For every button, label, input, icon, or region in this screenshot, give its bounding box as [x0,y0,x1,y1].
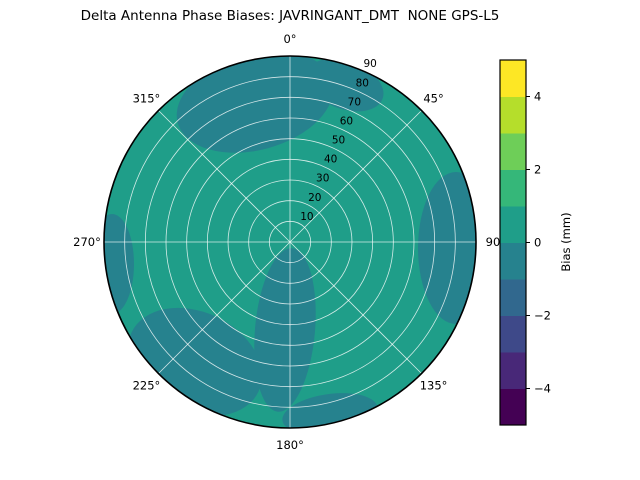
angular-tick-label: 270° [73,235,101,249]
grid-spoke [158,241,291,374]
radial-tick-label: 40 [324,154,337,166]
grid-spoke [289,241,422,374]
radial-tick-label: 80 [356,77,369,89]
polar-boundary [103,55,477,429]
radial-tick-label: 70 [348,96,361,108]
colorbar-segment [500,279,526,316]
colorbar-tick-label: 2 [534,163,541,177]
chart-title: Delta Antenna Phase Biases: JAVRINGANT_D… [80,8,500,24]
colorbar-segment [500,60,526,97]
grid-spoke [289,110,422,243]
grid-spoke [158,110,291,243]
angular-tick-label: 135° [420,379,448,393]
colorbar: 4 2 0 −2 −4 Bias (mm) [499,59,573,426]
colorbar-tick-label: 4 [534,90,541,104]
radial-tick-label: 10 [300,211,313,223]
radial-tick-label: 20 [308,192,321,204]
polar-grid [104,56,476,428]
negative-region-blob [254,248,316,412]
colorbar-segment [500,169,526,207]
colorbar-tick-label: −4 [534,382,551,396]
colorbar-tick-label: −2 [534,309,551,323]
negative-region-blob [104,214,134,314]
negative-region-blob [418,172,476,324]
colorbar-segment [500,206,526,243]
colorbar-segment [500,352,526,389]
radial-tick-label: 60 [340,115,353,127]
radial-tick-label: 90 [363,58,376,70]
radial-tick-label: 50 [332,135,345,147]
colorbar-segment [500,315,526,353]
colorbar-segment [500,96,526,134]
colorbar-segment [500,388,526,426]
colorbar-segment [500,242,526,280]
angular-tick-label: 315° [133,91,161,105]
angular-tick-label: 90 [486,235,501,249]
radial-tick-label: 30 [316,173,329,185]
angular-tick-label: 180° [276,438,304,452]
colorbar-axis-label: Bias (mm) [559,212,573,271]
angular-tick-label: 0° [283,32,296,46]
angular-tick-label: 45° [423,91,443,105]
colorbar-segment [500,133,526,170]
colorbar-tick-label: 0 [534,236,541,250]
angular-tick-label: 225° [133,379,161,393]
